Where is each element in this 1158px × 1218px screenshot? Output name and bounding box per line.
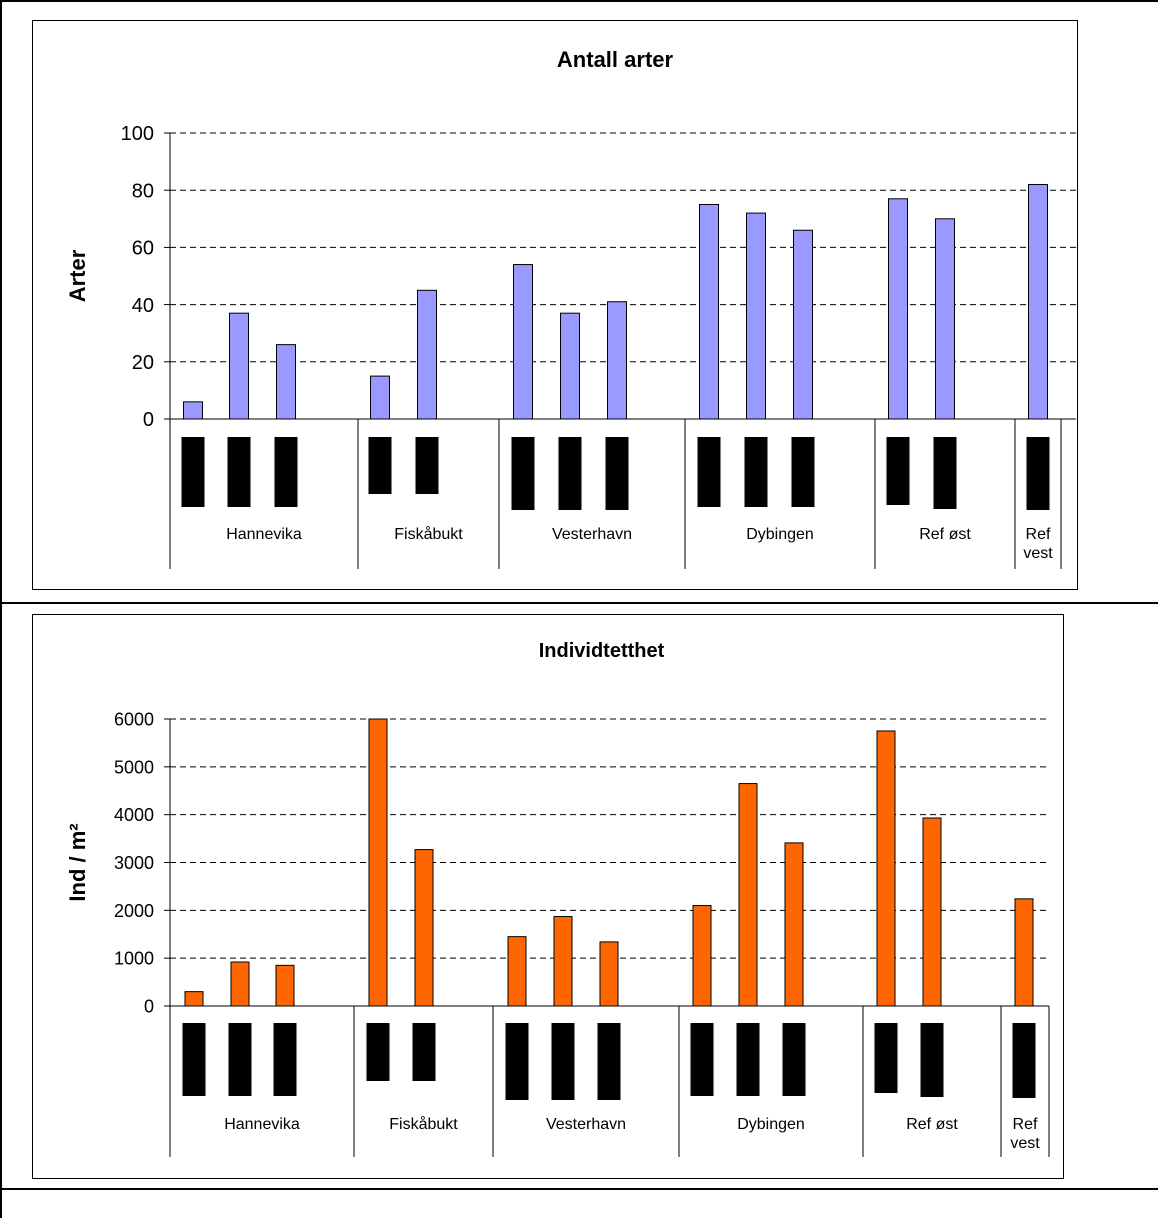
- individ-category-marker: [273, 1023, 297, 1096]
- arter-category-marker: [791, 437, 815, 507]
- individ-bar: [738, 783, 758, 1007]
- individ-category-marker: [920, 1023, 944, 1097]
- individ-bar: [184, 991, 204, 1007]
- arter-y-tick-label: 40: [132, 295, 154, 317]
- arter-category-marker: [511, 437, 535, 510]
- individ-category-marker: [412, 1023, 436, 1081]
- arter-bar: [183, 401, 203, 420]
- arter-category-marker: [227, 437, 251, 507]
- arter-category-marker: [744, 437, 768, 507]
- individ-y-tick-label: 4000: [114, 805, 154, 825]
- individ-bar: [784, 842, 804, 1007]
- cell-border-top: [0, 0, 1158, 2]
- individ-category-label: Fiskåbukt: [389, 1115, 458, 1133]
- individ-y-tick-label: 0: [144, 996, 154, 1016]
- arter-category-marker: [933, 437, 957, 509]
- arter-y-tick-label: 20: [132, 352, 154, 374]
- arter-chart-title: Antall arter: [557, 47, 674, 72]
- arter-y-tick-label: 100: [121, 123, 154, 145]
- cell-border-left: [0, 0, 2, 1218]
- arter-y-tick-label: 80: [132, 180, 154, 202]
- individ-category-label: Dybingen: [737, 1116, 805, 1133]
- cell-border-divider-1: [0, 602, 1158, 604]
- arter-category-marker: [697, 437, 721, 507]
- arter-y-tick-label: 60: [132, 238, 154, 260]
- arter-category-marker: [1026, 437, 1050, 510]
- individ-bar: [507, 936, 527, 1007]
- individ-bar: [1014, 898, 1034, 1007]
- individ-category-marker: [874, 1023, 898, 1093]
- individ-y-tick-label: 1000: [114, 949, 154, 969]
- individ-y-tick-label: 5000: [114, 757, 154, 777]
- arter-category-label: vest: [1023, 545, 1053, 562]
- individ-bar: [368, 718, 388, 1007]
- arter-category-marker: [558, 437, 582, 510]
- individ-bar: [553, 916, 573, 1007]
- individ-category-marker: [782, 1023, 806, 1096]
- individ-category-label: Vesterhavn: [546, 1116, 626, 1133]
- individ-category-marker: [597, 1023, 621, 1100]
- chart-antall-arter: Antall arter Arter 0 20 40 60 80 100 Hannevika Fi…: [32, 20, 1078, 590]
- individ-category-label: Ref øst: [906, 1116, 958, 1133]
- arter-bar: [417, 289, 437, 420]
- arter-category-label: Ref øst: [919, 526, 971, 543]
- chart-individtetthet: Individtetthet Ind / m² 0 1000 2000 3000 4000 5…: [32, 614, 1064, 1179]
- arter-category-label: Dybingen: [746, 526, 814, 543]
- arter-bar: [793, 229, 813, 420]
- individ-category-marker: [736, 1023, 760, 1096]
- chart-individtetthet-svg: Individtetthet Ind / m² 0 1000 2000 3000 4000 5…: [65, 640, 1050, 1157]
- arter-category-marker: [274, 437, 298, 507]
- individ-category-marker: [505, 1023, 529, 1100]
- individ-category-marker: [182, 1023, 206, 1096]
- individ-y-tick-label: 2000: [114, 901, 154, 921]
- arter-category-marker: [181, 437, 205, 507]
- individ-category-marker: [366, 1023, 390, 1081]
- individ-y-axis-label: Ind / m²: [65, 823, 90, 901]
- arter-bar: [370, 375, 390, 420]
- individ-bar: [692, 905, 712, 1007]
- arter-category-marker: [605, 437, 629, 510]
- arter-bar: [935, 218, 955, 420]
- arter-bar: [276, 344, 296, 420]
- individ-category-marker: [1012, 1023, 1036, 1098]
- arter-bar: [513, 264, 533, 420]
- arter-category-label: Vesterhavn: [552, 526, 632, 543]
- individ-y-tick-label: 6000: [114, 709, 154, 729]
- arter-bar: [888, 198, 908, 420]
- arter-bar: [1028, 183, 1048, 420]
- arter-category-marker: [368, 437, 392, 494]
- individ-chart-title: Individtetthet: [539, 640, 665, 662]
- arter-bar: [560, 312, 580, 420]
- arter-category-marker: [415, 437, 439, 494]
- individ-bar: [275, 964, 295, 1007]
- arter-bar: [607, 301, 627, 420]
- arter-category-label: Fiskåbukt: [394, 525, 463, 543]
- arter-category-label: Ref: [1026, 526, 1051, 543]
- individ-category-marker: [228, 1023, 252, 1096]
- arter-bar: [229, 312, 249, 420]
- individ-bar: [922, 817, 942, 1007]
- arter-category-marker: [886, 437, 910, 505]
- arter-category-label: Hannevika: [226, 526, 302, 543]
- arter-y-tick-label: 0: [143, 409, 154, 431]
- individ-category-marker: [690, 1023, 714, 1096]
- arter-y-axis-label: Arter: [65, 249, 90, 302]
- chart-antall-arter-svg: Antall arter Arter 0 20 40 60 80 100 Hannevika Fi…: [65, 47, 1076, 569]
- arter-bar: [699, 204, 719, 420]
- individ-category-label: Ref: [1013, 1116, 1038, 1133]
- cell-border-divider-2: [0, 1188, 1158, 1190]
- individ-bar: [599, 941, 619, 1007]
- individ-category-marker: [551, 1023, 575, 1100]
- individ-y-tick-label: 3000: [114, 853, 154, 873]
- individ-bar: [876, 730, 896, 1007]
- individ-bar: [414, 849, 434, 1007]
- individ-category-label: Hannevika: [224, 1116, 300, 1133]
- individ-category-label: vest: [1010, 1135, 1040, 1152]
- arter-bar: [746, 212, 766, 420]
- individ-bar: [230, 961, 250, 1007]
